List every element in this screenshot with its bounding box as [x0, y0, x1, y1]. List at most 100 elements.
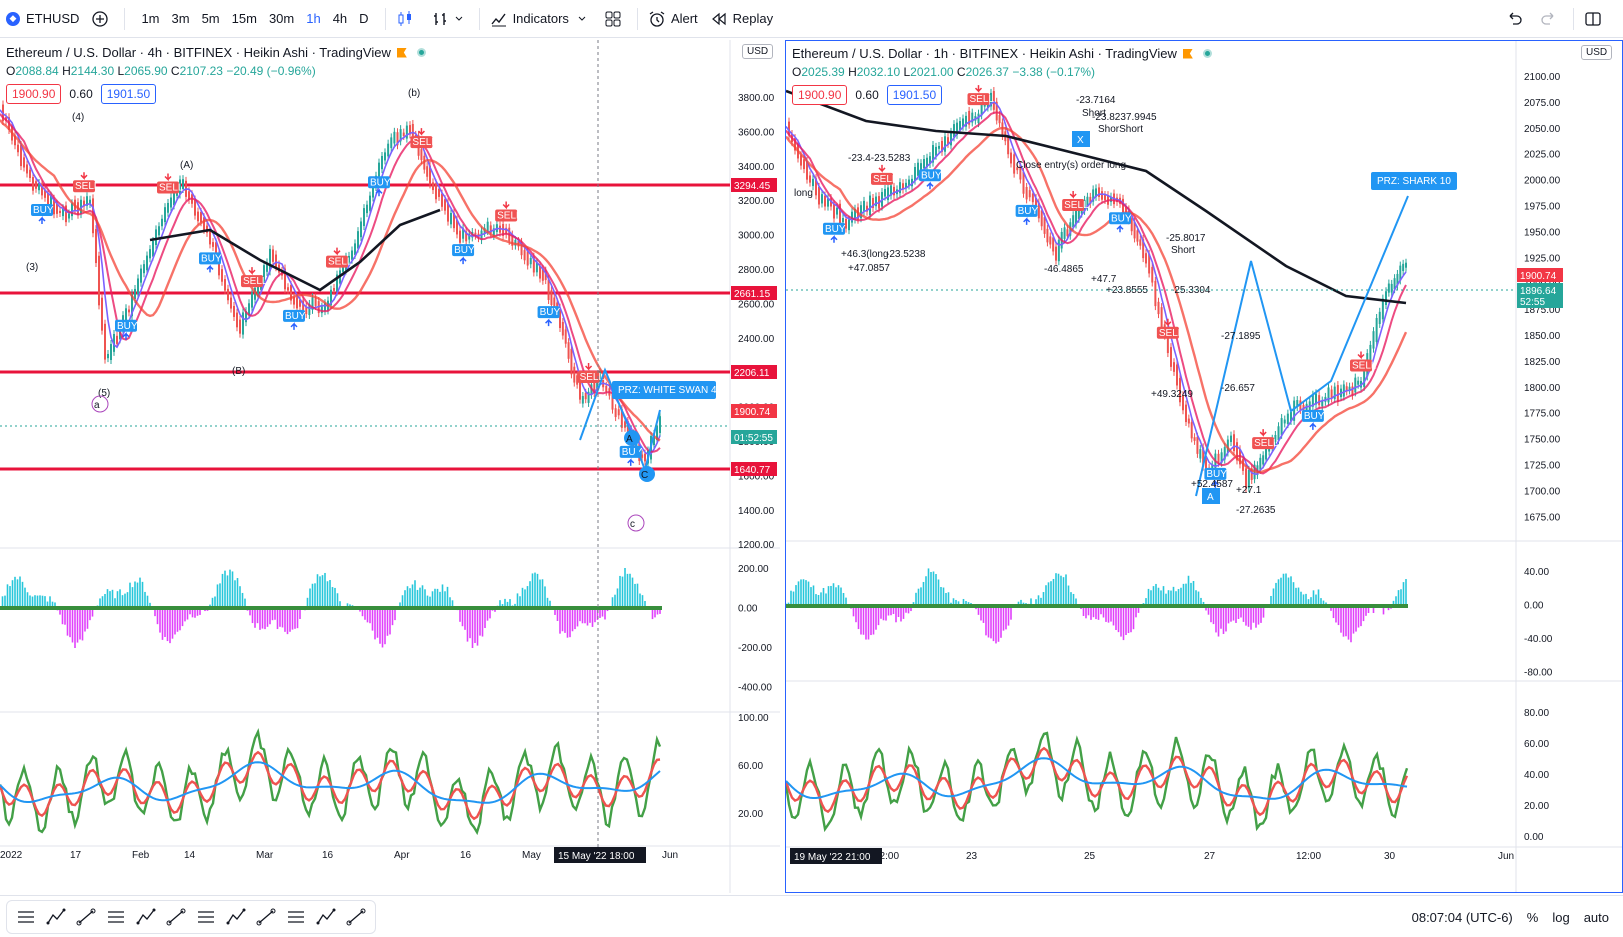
- ma-mid-line: [786, 111, 1407, 475]
- buy-signal-marker: [452, 244, 475, 257]
- trade-annotation: -23.5238: [886, 249, 926, 260]
- candle-body: [158, 226, 160, 236]
- split-layout-button[interactable]: [1578, 5, 1613, 33]
- auto-scale-toggle[interactable]: auto: [1583, 909, 1609, 925]
- elliott-wave-tool-button[interactable]: [71, 904, 101, 930]
- timeframe-1h[interactable]: 1h: [306, 11, 321, 26]
- candle-body: [134, 288, 136, 300]
- bid-ask[interactable]: 1900.90 0.60 1901.50: [792, 85, 943, 105]
- compare-button[interactable]: [85, 5, 120, 33]
- sell-signal-marker: [1062, 198, 1085, 211]
- timeframe-5m[interactable]: 5m: [201, 11, 220, 26]
- osc-tick-label: -400.00: [738, 683, 772, 694]
- candle-body: [1296, 400, 1299, 408]
- chart-type-candles-button[interactable]: [390, 5, 425, 33]
- parallel-channel-tool-button[interactable]: [311, 904, 341, 930]
- candle-body: [65, 205, 67, 223]
- replay-button[interactable]: Replay: [704, 5, 779, 33]
- candle-body: [1160, 307, 1163, 333]
- candle-body: [233, 305, 235, 317]
- redo-icon: [1541, 12, 1554, 25]
- candle-body: [348, 255, 350, 263]
- candle-body: [47, 193, 49, 207]
- candle-body: [570, 348, 573, 375]
- buy-price-button[interactable]: 1901.50: [100, 84, 157, 104]
- chart-pane-4h[interactable]: 3800.00 3600.00 3400.00 3200.00 3000.00 2800.…: [0, 40, 780, 893]
- candle-body: [523, 250, 526, 261]
- alert-button[interactable]: Alert: [642, 5, 704, 33]
- trade-annotation: -26.657: [1221, 383, 1255, 394]
- rsi-fast-line: [0, 728, 662, 836]
- timeframe-15m[interactable]: 15m: [231, 11, 257, 26]
- layout-button[interactable]: [598, 5, 633, 33]
- ruler-tool-button[interactable]: [191, 904, 221, 930]
- bars-icon: [433, 12, 446, 25]
- sell-signal-marker: [157, 181, 179, 194]
- gann-tool-button[interactable]: [281, 904, 311, 930]
- pattern-point-label: X: [1077, 135, 1084, 146]
- timeframe-1m[interactable]: 1m: [141, 11, 160, 26]
- undo-button[interactable]: [1499, 5, 1534, 33]
- candle-body: [944, 136, 946, 152]
- sell-signal-label: SELL: [497, 211, 522, 222]
- candle-body: [815, 178, 817, 196]
- currency-button[interactable]: USD: [742, 44, 774, 59]
- trend-pattern-tool-button[interactable]: [41, 904, 71, 930]
- candle-body: [920, 163, 922, 172]
- time-tick-label: Jun: [662, 850, 678, 861]
- timeframe-30m[interactable]: 30m: [268, 11, 295, 26]
- currency-button[interactable]: USD: [1581, 45, 1613, 60]
- redo-button[interactable]: [1534, 5, 1569, 33]
- horizontal-line-tool-button[interactable]: [161, 904, 191, 930]
- sell-arrow-icon: [164, 173, 172, 182]
- fib-tool-button[interactable]: [131, 904, 161, 930]
- candle-body: [465, 231, 468, 242]
- price-tick-label: 1725.00: [1524, 461, 1561, 472]
- candle-body: [833, 203, 835, 219]
- candle-body: [41, 184, 43, 196]
- timeframe-D[interactable]: D: [359, 11, 369, 26]
- price-tick-label: 1925.00: [1524, 253, 1561, 264]
- timeframe-4h[interactable]: 4h: [332, 11, 348, 26]
- chart-canvas-4h[interactable]: 3800.00 3600.00 3400.00 3200.00 3000.00 2800.…: [0, 40, 780, 893]
- candle-body: [492, 228, 495, 236]
- candle-body: [547, 279, 550, 300]
- indicators-button[interactable]: Indicators: [484, 5, 598, 33]
- candle-body: [1199, 449, 1202, 459]
- brush-tool-button[interactable]: [101, 904, 131, 930]
- candle-body: [399, 129, 402, 142]
- buy-price-button[interactable]: 1901.50: [886, 85, 943, 105]
- candle-body: [599, 372, 601, 382]
- candle-body: [869, 195, 871, 216]
- chart-canvas-1h[interactable]: 2100.00 2075.00 2050.00 2025.00 2000.00 1975.…: [786, 41, 1622, 892]
- sell-signal-label: SELL: [580, 372, 605, 383]
- candle-body: [173, 190, 175, 206]
- price-tick-label: 2050.00: [1524, 124, 1561, 135]
- time-tick-label: 14: [184, 850, 196, 861]
- candle-body: [1092, 189, 1095, 202]
- candle-body: [1336, 385, 1339, 403]
- prz-label: PRZ: SHARK 10: [1377, 176, 1451, 187]
- trend-line-tool-button[interactable]: [221, 904, 251, 930]
- percent-scale-toggle[interactable]: %: [1526, 909, 1539, 925]
- settings-lines-tool-button[interactable]: [341, 904, 371, 930]
- buy-signal-label: BUY: [1018, 206, 1039, 217]
- sell-price-button[interactable]: 1900.90: [792, 85, 848, 105]
- sell-price-button[interactable]: 1900.90: [6, 84, 62, 104]
- elliott-wave-label: c: [630, 519, 635, 530]
- time-tick-label: 16: [460, 850, 472, 861]
- candle-body: [1133, 221, 1136, 239]
- pattern-point-box: [1072, 131, 1090, 147]
- symbol-search[interactable]: ◆ ETHUSD: [0, 5, 85, 33]
- bid-ask[interactable]: 1900.90 0.60 1901.50: [6, 84, 157, 104]
- candle-body: [1247, 469, 1250, 489]
- candle-body: [544, 270, 547, 281]
- timeframe-3m[interactable]: 3m: [171, 11, 190, 26]
- chart-type-bars-button[interactable]: [425, 5, 475, 33]
- prz-label-box: [612, 381, 716, 399]
- chart-pane-1h[interactable]: 2100.00 2075.00 2050.00 2025.00 2000.00 1975.…: [785, 40, 1623, 893]
- menu-lines-tool-button[interactable]: [11, 904, 41, 930]
- xabcd-pattern-tool-button[interactable]: [251, 904, 281, 930]
- log-scale-toggle[interactable]: log: [1552, 909, 1570, 925]
- buy-signal-marker: [1204, 467, 1227, 480]
